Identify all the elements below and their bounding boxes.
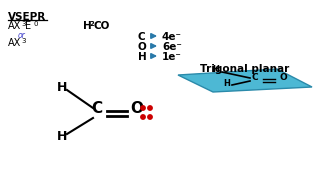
Text: CO: CO (94, 21, 110, 31)
Circle shape (141, 115, 145, 119)
Text: H: H (212, 64, 219, 73)
Text: 3: 3 (21, 21, 26, 27)
Text: AX: AX (8, 21, 21, 31)
Text: E: E (25, 21, 31, 31)
Text: C: C (91, 100, 102, 116)
Text: Trigonal planar: Trigonal planar (200, 64, 289, 74)
Text: C: C (251, 73, 258, 82)
Text: H: H (223, 78, 230, 87)
Text: H: H (57, 130, 68, 143)
Text: AX: AX (8, 38, 21, 48)
Text: 2: 2 (90, 21, 95, 27)
Text: C: C (138, 32, 146, 42)
Text: O: O (130, 100, 143, 116)
Circle shape (148, 106, 152, 110)
Text: 3: 3 (21, 38, 26, 44)
Text: 6e⁻: 6e⁻ (162, 42, 182, 52)
Text: 0: 0 (34, 21, 38, 27)
Text: VSEPR: VSEPR (8, 12, 46, 22)
Text: 4e⁻: 4e⁻ (162, 32, 182, 42)
Text: O: O (138, 42, 147, 52)
Text: or: or (18, 31, 26, 40)
Text: O: O (279, 73, 287, 82)
Circle shape (141, 106, 145, 110)
Text: H: H (138, 52, 147, 62)
Circle shape (148, 115, 152, 119)
Text: H: H (83, 21, 92, 31)
Text: 1e⁻: 1e⁻ (162, 52, 182, 62)
Text: H: H (57, 80, 68, 93)
Polygon shape (178, 69, 312, 92)
